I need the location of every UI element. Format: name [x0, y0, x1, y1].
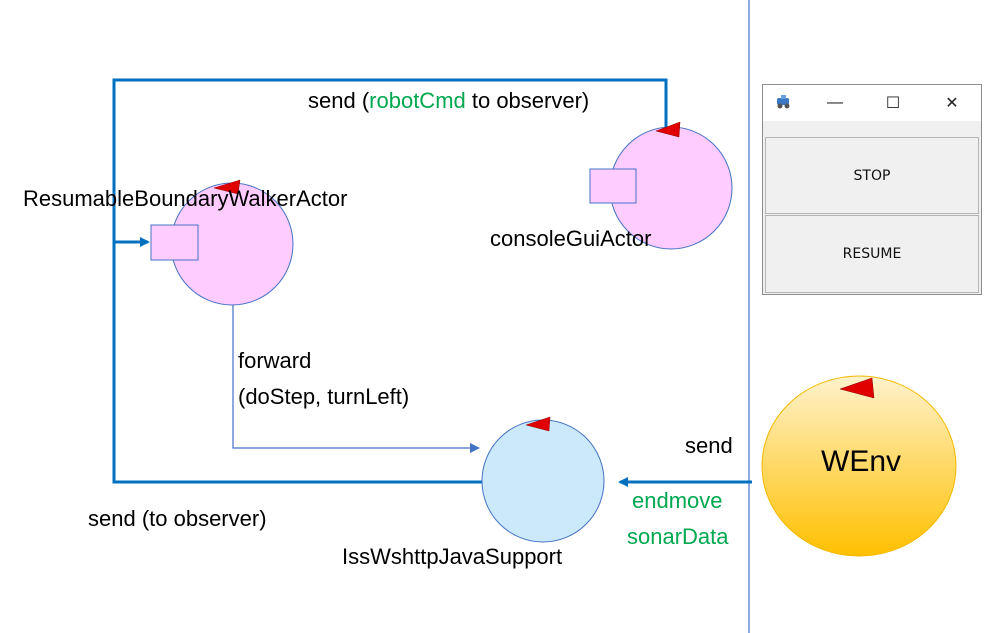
console-actor-inbox [589, 168, 637, 204]
maximize-icon[interactable]: ☐ [885, 95, 901, 112]
send-to-observer-label: send (to observer) [88, 506, 267, 531]
wenv-marker [839, 377, 875, 399]
support-actor-label: IssWshttpJavaSupport [342, 544, 563, 569]
send-prefix-text: send ( [308, 88, 370, 113]
stop-button[interactable]: STOP [765, 137, 979, 214]
send-suffix-text: to observer) [465, 88, 590, 113]
console-gui-window: — ☐ ✕ STOP RESUME [762, 84, 982, 295]
wenv-circle [761, 375, 957, 557]
resume-button[interactable]: RESUME [765, 215, 979, 293]
walker-actor-label: ResumableBoundaryWalkerActor [23, 186, 348, 211]
robotcmd-text: robotCmd [369, 88, 466, 113]
wenv-label: WEnv [821, 445, 902, 478]
forward-arrow [232, 305, 480, 453]
sonardata-label: sonarData [627, 524, 729, 549]
walker-actor-inbox [150, 224, 199, 261]
console-actor-label: consoleGuiActor [490, 226, 652, 251]
send-robotcmd-label: send (robotCmd to observer) [308, 90, 589, 112]
support-actor-circle [481, 419, 605, 543]
minimize-icon[interactable]: — [827, 94, 843, 111]
forward-label: forward [238, 348, 312, 373]
support-actor-marker [525, 416, 551, 432]
window-titlebar[interactable]: — ☐ ✕ [763, 85, 981, 121]
forward-args-label: (doStep, turnLeft) [238, 384, 410, 409]
observer-loop-line [112, 78, 668, 484]
close-icon[interactable]: ✕ [945, 95, 959, 112]
send-label: send [685, 433, 733, 458]
console-actor-marker [655, 121, 681, 138]
endmove-label: endmove [632, 488, 723, 513]
app-icon [773, 93, 793, 111]
walker-actor-marker [213, 179, 241, 195]
